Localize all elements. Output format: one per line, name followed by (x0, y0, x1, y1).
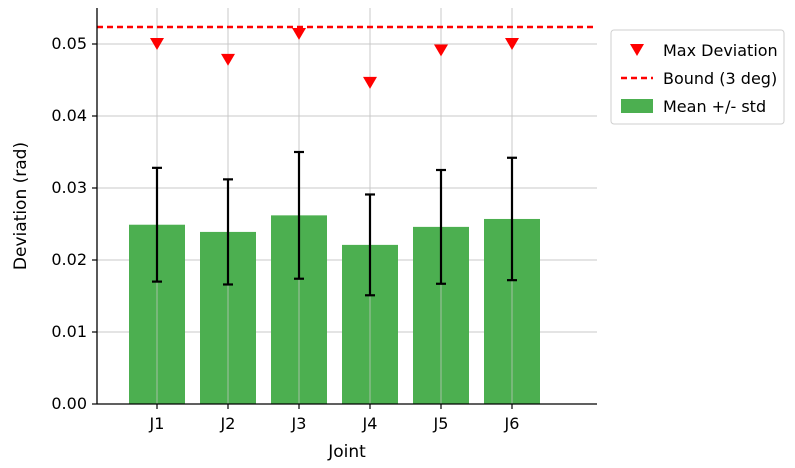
legend-label: Max Deviation (663, 41, 778, 60)
error-bars (152, 150, 517, 297)
bars (129, 8, 540, 404)
y-tick-labels: 0.00 0.01 0.02 0.03 0.04 0.05 (51, 34, 97, 413)
max-deviation-marker-J5 (434, 44, 448, 57)
axes (96, 8, 597, 405)
max-deviation-marker-J4 (363, 76, 377, 89)
x-tick-label-J6: J6 (504, 414, 520, 433)
y-tick-label: 0.04 (51, 106, 87, 125)
max-deviation-marker-J2 (221, 53, 235, 66)
legend-box (610, 29, 785, 125)
x-tick-label-J1: J1 (149, 414, 165, 433)
x-tick-label-J5: J5 (433, 414, 449, 433)
y-axis-label: Deviation (rad) (11, 142, 31, 270)
max-deviation-marker-J3 (292, 27, 306, 40)
x-tick-label-J4: J4 (362, 414, 378, 433)
y-tick-label: 0.00 (51, 394, 87, 413)
y-tick-label: 0.01 (51, 322, 87, 341)
legend-label: Bound (3 deg) (663, 69, 777, 88)
y-tick-label: 0.02 (51, 250, 87, 269)
x-axis-label: Joint (327, 442, 366, 462)
y-tick-label: 0.05 (51, 34, 87, 53)
legend-label: Mean +/- std (663, 97, 766, 116)
x-tick-label-J3: J3 (291, 414, 307, 433)
legend-marker-max-deviation (630, 44, 644, 56)
x-tick-labels: J1 J2 J3 J4 J5 J6 (149, 404, 520, 433)
max-deviation-marker-J1 (150, 38, 164, 50)
max-deviation-marker-J6 (505, 38, 519, 50)
legend-marker-mean (621, 99, 653, 113)
x-tick-label-J2: J2 (220, 414, 236, 433)
legend: Max Deviation Bound (3 deg) Mean +/- std (610, 29, 785, 125)
y-tick-label: 0.03 (51, 178, 87, 197)
max-deviation-markers (150, 27, 519, 89)
